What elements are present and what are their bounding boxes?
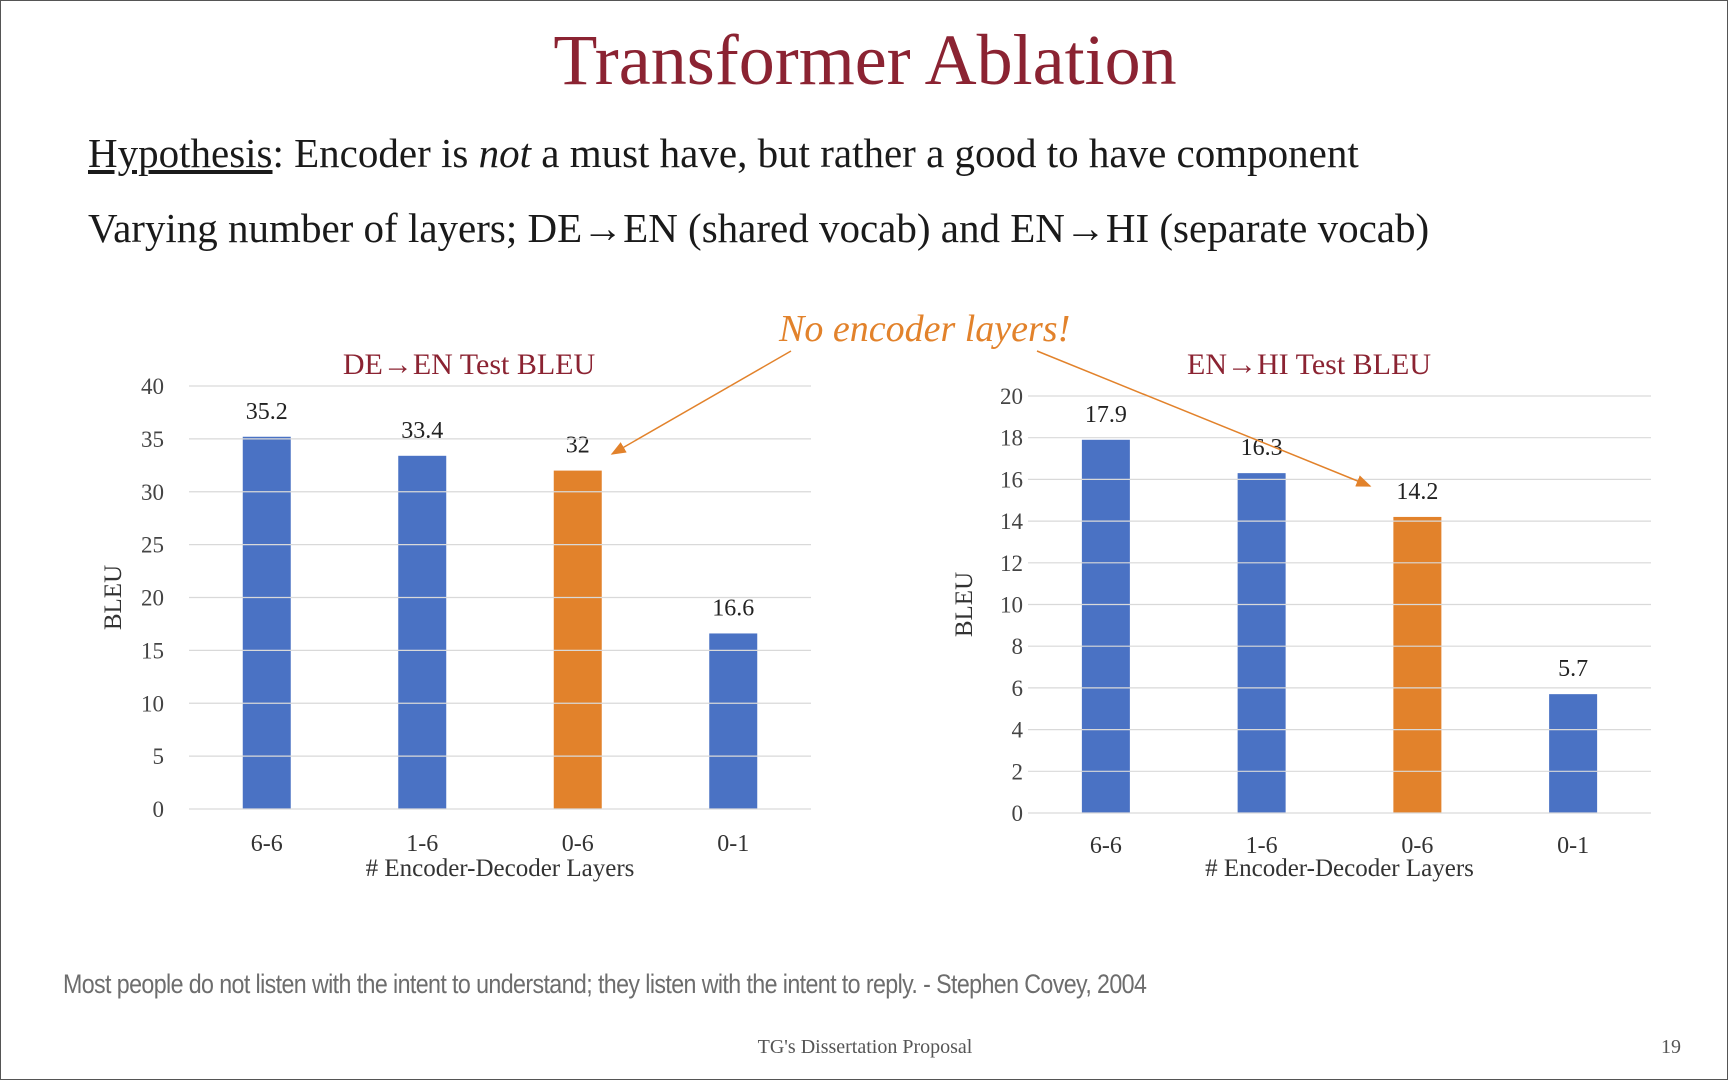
callout-label: No encoder layers! [779, 308, 1071, 350]
x-tick-label: 1-6 [406, 831, 438, 857]
y-tick-label: 20 [141, 586, 164, 611]
bar-0-1 [1549, 694, 1598, 813]
bar-0-1 [709, 633, 758, 809]
y-tick-label: 12 [1000, 551, 1023, 576]
x-tick-label: 0-6 [1401, 833, 1433, 859]
experiment-text-b: EN (shared vocab) and EN [623, 205, 1065, 251]
bar-1-6 [1237, 473, 1286, 813]
y-tick-label: 2 [1012, 759, 1024, 784]
callout-arrow-left [610, 350, 792, 455]
data-label: 35.2 [246, 399, 288, 425]
bar-1-6 [398, 455, 447, 809]
y-tick-label: 15 [141, 638, 164, 663]
slide-title: Transformer Ablation [553, 20, 1177, 100]
chart-title: DE→EN Test BLEU [343, 348, 596, 381]
data-label: 32 [566, 433, 590, 459]
y-tick-label: 40 [141, 374, 164, 399]
y-tick-label: 8 [1012, 634, 1024, 659]
arrow-icon: → [582, 205, 624, 251]
experiment-text-c: HI (separate vocab) [1105, 205, 1430, 251]
bar-0-6 [553, 470, 602, 809]
y-axis-label: BLEU [100, 565, 127, 630]
x-tick-label: 6-6 [1090, 833, 1122, 859]
bar-6-6 [1081, 439, 1130, 813]
hypothesis-label: Hypothesis [88, 130, 273, 176]
x-tick-label: 0-1 [717, 831, 749, 857]
y-tick-label: 14 [1000, 509, 1024, 534]
data-label: 33.4 [401, 418, 443, 444]
y-tick-label: 25 [141, 533, 164, 558]
hypothesis-emphasis: not [478, 130, 531, 176]
quote-footer: Most people do not listen with the inten… [63, 969, 1147, 999]
y-tick-label: 18 [1000, 426, 1023, 451]
y-tick-label: 35 [141, 427, 164, 452]
hypothesis-line: Hypothesis: Encoder is not a must have, … [88, 129, 1359, 177]
bar-0-6 [1393, 516, 1442, 813]
y-tick-label: 5 [153, 744, 165, 769]
y-axis-label: BLEU [951, 572, 978, 637]
x-axis-label: # Encoder-Decoder Layers [366, 855, 635, 882]
data-label: 16.6 [712, 595, 754, 621]
x-tick-label: 0-6 [562, 831, 594, 857]
y-tick-label: 6 [1012, 676, 1024, 701]
data-label: 5.7 [1558, 656, 1588, 682]
experiment-text-a: Varying number of layers; DE [88, 205, 583, 251]
page-number: 19 [1661, 1036, 1681, 1058]
y-tick-label: 10 [1000, 593, 1023, 618]
hypothesis-text-b: a must have, but rather a good to have c… [531, 130, 1359, 176]
arrow-icon: → [1064, 205, 1106, 251]
y-tick-label: 0 [1012, 801, 1024, 826]
charts-canvas: BLEU # Encoder-Decoder Layers EN→HI Test B… [100, 348, 1651, 882]
y-tick-label: 16 [1000, 467, 1023, 492]
y-tick-label: 30 [141, 480, 164, 505]
data-label: 14.2 [1396, 479, 1438, 505]
callout-arrow-right [1036, 350, 1372, 487]
data-label: 17.9 [1085, 402, 1127, 428]
y-tick-label: 0 [153, 797, 165, 822]
x-tick-label: 1-6 [1246, 833, 1278, 859]
x-tick-label: 6-6 [251, 831, 283, 857]
hypothesis-text-a: : Encoder is [272, 130, 479, 176]
y-tick-label: 20 [1000, 384, 1023, 409]
chart-title: EN→HI Test BLEU [1187, 348, 1431, 381]
x-tick-label: 0-1 [1557, 833, 1589, 859]
x-axis-label: # Encoder-Decoder Layers [1205, 855, 1474, 882]
experiment-line: Varying number of layers; DE→EN (shared … [88, 204, 1429, 252]
bar-6-6 [242, 436, 291, 809]
footer-text: TG's Dissertation Proposal [757, 1036, 973, 1058]
y-tick-label: 10 [141, 691, 164, 716]
y-tick-label: 4 [1012, 718, 1024, 743]
